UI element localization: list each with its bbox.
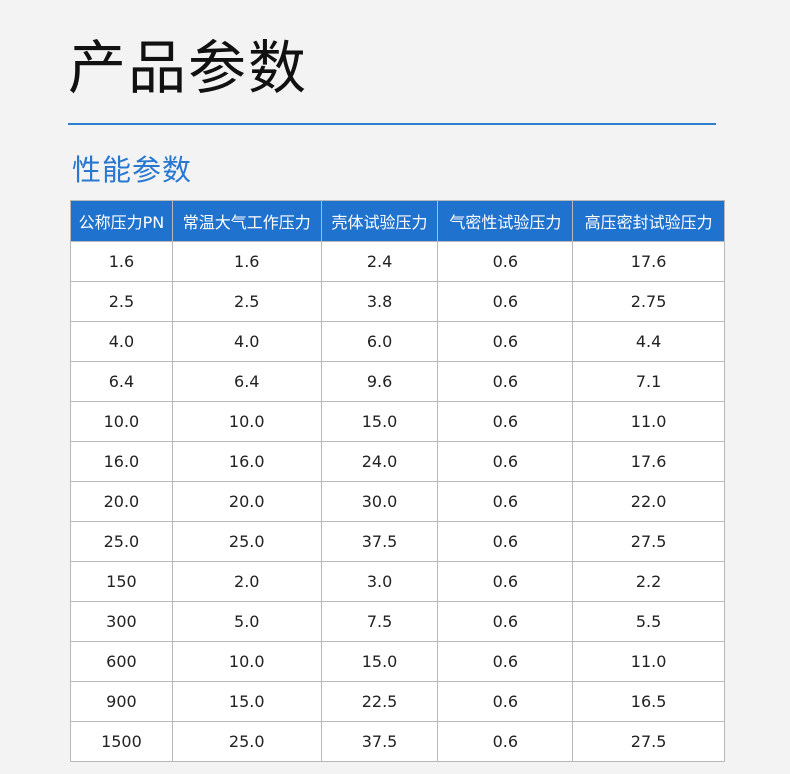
table-cell: 2.0 — [171, 561, 322, 602]
table-row: 600 10.0 15.0 0.6 11.0 — [70, 641, 725, 682]
table-cell: 10.0 — [171, 641, 322, 682]
table-cell: 16.0 — [171, 441, 322, 482]
column-header: 高压密封试验压力 — [572, 200, 725, 242]
table-cell: 9.6 — [320, 361, 439, 402]
table-row: 150 2.0 3.0 0.6 2.2 — [70, 561, 725, 602]
table-row: 1.6 1.6 2.4 0.6 17.6 — [70, 241, 725, 282]
table-cell: 0.6 — [437, 441, 574, 482]
table-cell: 900 — [70, 681, 173, 722]
table-cell: 25.0 — [171, 521, 322, 562]
table-cell: 3.8 — [320, 281, 439, 322]
table-cell: 6.4 — [171, 361, 322, 402]
table-cell: 600 — [70, 641, 173, 682]
table-cell: 0.6 — [437, 361, 574, 402]
table-cell: 37.5 — [320, 721, 439, 762]
table-cell: 3.0 — [320, 561, 439, 602]
table-cell: 15.0 — [320, 401, 439, 442]
table-cell: 0.6 — [437, 601, 574, 642]
table-cell: 0.6 — [437, 281, 574, 322]
column-header: 常温大气工作压力 — [171, 200, 322, 242]
table-cell: 0.6 — [437, 561, 574, 602]
table-cell: 2.5 — [171, 281, 322, 322]
table-cell: 22.5 — [320, 681, 439, 722]
table-cell: 25.0 — [70, 521, 173, 562]
column-header: 壳体试验压力 — [320, 200, 439, 242]
table-row: 25.0 25.0 37.5 0.6 27.5 — [70, 521, 725, 562]
table-cell: 30.0 — [320, 481, 439, 522]
table-cell: 0.6 — [437, 521, 574, 562]
table-cell: 17.6 — [572, 441, 725, 482]
table-cell: 22.0 — [572, 481, 725, 522]
table-cell: 0.6 — [437, 481, 574, 522]
table-cell: 2.4 — [320, 241, 439, 282]
table-cell: 5.0 — [171, 601, 322, 642]
table-cell: 6.4 — [70, 361, 173, 402]
table-cell: 37.5 — [320, 521, 439, 562]
table-cell: 16.0 — [70, 441, 173, 482]
table-cell: 11.0 — [572, 641, 725, 682]
table-cell: 150 — [70, 561, 173, 602]
table-cell: 0.6 — [437, 641, 574, 682]
table-row: 10.0 10.0 15.0 0.6 11.0 — [70, 401, 725, 442]
table-row: 300 5.0 7.5 0.6 5.5 — [70, 601, 725, 642]
table-cell: 0.6 — [437, 721, 574, 762]
table-row: 20.0 20.0 30.0 0.6 22.0 — [70, 481, 725, 522]
table-cell: 0.6 — [437, 401, 574, 442]
table-cell: 10.0 — [171, 401, 322, 442]
table-cell: 7.5 — [320, 601, 439, 642]
table-cell: 15.0 — [171, 681, 322, 722]
section-title: 性能参数 — [72, 153, 193, 187]
table-cell: 20.0 — [70, 481, 173, 522]
table-cell: 1.6 — [171, 241, 322, 282]
table-cell: 25.0 — [171, 721, 322, 762]
table-cell: 2.5 — [70, 281, 173, 322]
table-row: 4.0 4.0 6.0 0.6 4.4 — [70, 321, 725, 362]
table-cell: 11.0 — [572, 401, 725, 442]
table-cell: 4.4 — [572, 321, 725, 362]
table-cell: 27.5 — [572, 721, 725, 762]
table-cell: 16.5 — [572, 681, 725, 722]
table-cell: 2.75 — [572, 281, 725, 322]
table-cell: 2.2 — [572, 561, 725, 602]
table-cell: 6.0 — [320, 321, 439, 362]
table-cell: 0.6 — [437, 321, 574, 362]
table-cell: 4.0 — [70, 321, 173, 362]
table-cell: 7.1 — [572, 361, 725, 402]
table-row: 6.4 6.4 9.6 0.6 7.1 — [70, 361, 725, 402]
table-cell: 4.0 — [171, 321, 322, 362]
table-row: 16.0 16.0 24.0 0.6 17.6 — [70, 441, 725, 482]
page-title: 产品参数 — [68, 34, 309, 102]
table-row: 2.5 2.5 3.8 0.6 2.75 — [70, 281, 725, 322]
table-cell: 15.0 — [320, 641, 439, 682]
table-cell: 27.5 — [572, 521, 725, 562]
table-cell: 10.0 — [70, 401, 173, 442]
table-cell: 20.0 — [171, 481, 322, 522]
table-cell: 0.6 — [437, 681, 574, 722]
table-cell: 5.5 — [572, 601, 725, 642]
table-cell: 1500 — [70, 721, 173, 762]
table-cell: 17.6 — [572, 241, 725, 282]
title-divider — [68, 123, 716, 125]
table-cell: 1.6 — [70, 241, 173, 282]
column-header: 公称压力PN — [70, 200, 173, 242]
table-row: 1500 25.0 37.5 0.6 27.5 — [70, 721, 725, 762]
table-cell: 24.0 — [320, 441, 439, 482]
performance-table: 公称压力PN 常温大气工作压力 壳体试验压力 气密性试验压力 高压密封试验压力 1.6 1… — [70, 200, 725, 762]
table-row: 900 15.0 22.5 0.6 16.5 — [70, 681, 725, 722]
column-header: 气密性试验压力 — [437, 200, 574, 242]
table-header: 公称压力PN 常温大气工作压力 壳体试验压力 气密性试验压力 高压密封试验压力 — [70, 200, 725, 242]
table-cell: 300 — [70, 601, 173, 642]
table-cell: 0.6 — [437, 241, 574, 282]
